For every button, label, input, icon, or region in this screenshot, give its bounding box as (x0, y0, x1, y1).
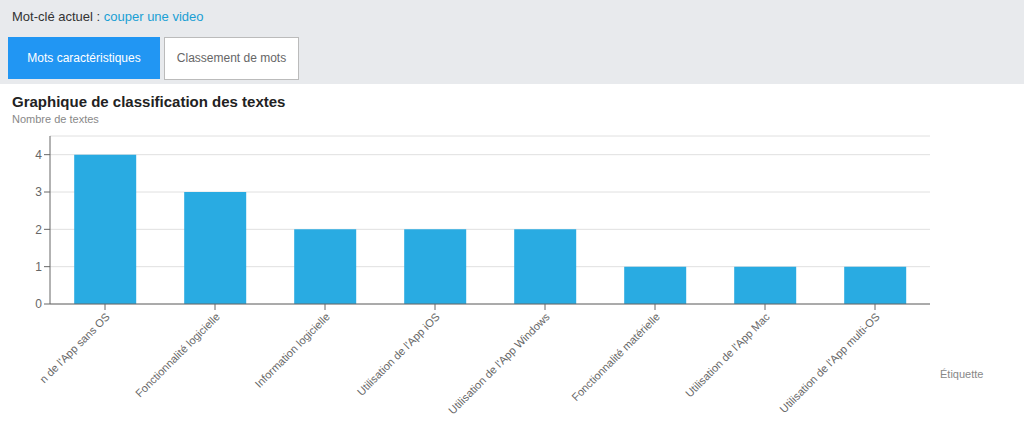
svg-text:4: 4 (35, 148, 42, 162)
svg-text:2: 2 (35, 223, 42, 237)
svg-text:Utilisation de l'App Mac: Utilisation de l'App Mac (683, 310, 772, 399)
svg-text:0: 0 (35, 297, 42, 311)
svg-text:Utilisation de l'App Windows: Utilisation de l'App Windows (446, 310, 552, 416)
html-text:Nombre de textes: Nombre de textes (12, 113, 99, 125)
html-text:Graphique de classification de: Graphique de classification des textes (12, 93, 286, 110)
html-text:Classement de mots: Classement de mots (176, 51, 287, 65)
svg-text:Utilisation de l'App iOS: Utilisation de l'App iOS (355, 310, 442, 397)
svg-text:Utilisation de l'App multi-OS: Utilisation de l'App multi-OS (777, 310, 882, 415)
svg-text:Étiquette: Étiquette (940, 368, 983, 380)
svg-text:1: 1 (35, 260, 42, 274)
svg-text:Fonctionnalité matérielle: Fonctionnalité matérielle (569, 310, 662, 403)
svg-text:n de l'App sans OS: n de l'App sans OS (37, 310, 112, 385)
html-text:Mot-clé actuel : couper une vi: Mot-clé actuel : couper une video (12, 8, 204, 24)
html-text:Mots caractéristiques: Mots caractéristiques (27, 51, 141, 65)
svg-text:Information logicielle: Information logicielle (253, 310, 332, 389)
svg-text:3: 3 (35, 185, 42, 199)
svg-text:Fonctionnalité logicielle: Fonctionnalité logicielle (133, 310, 222, 399)
